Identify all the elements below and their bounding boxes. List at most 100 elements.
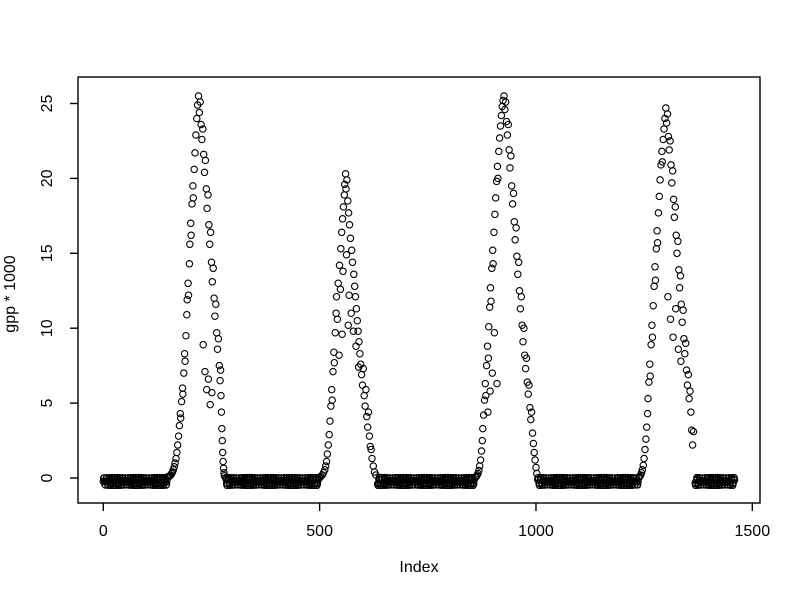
data-point: [524, 390, 532, 398]
data-point: [491, 194, 500, 202]
data-point: [208, 388, 216, 397]
data-point: [483, 342, 492, 350]
data-point: [658, 158, 667, 166]
data-point: [664, 292, 672, 301]
data-point: [212, 300, 220, 308]
data-point: [636, 472, 644, 481]
data-point: [730, 476, 739, 484]
data-point: [681, 339, 690, 347]
data-point: [204, 375, 213, 383]
y-axis: 0 5 10 15 20 25: [39, 95, 78, 482]
data-point: [676, 272, 685, 280]
data-point: [471, 473, 480, 482]
data-point: [352, 304, 361, 313]
data-point: [337, 245, 345, 253]
data-point: [639, 461, 648, 470]
data-point: [180, 349, 189, 358]
data-point: [327, 402, 335, 410]
data-point: [643, 409, 652, 418]
data-point: [183, 295, 191, 304]
data-point: [215, 361, 224, 370]
data-point: [330, 358, 339, 367]
data-point: [331, 328, 339, 337]
data-points: [99, 92, 739, 490]
data-point: [488, 369, 497, 377]
data-point: [663, 110, 672, 118]
data-point: [476, 456, 485, 464]
data-point: [469, 480, 478, 488]
data-point: [342, 185, 350, 193]
data-point: [213, 345, 222, 353]
data-point: [183, 310, 191, 319]
data-point: [199, 340, 207, 349]
data-point: [655, 192, 664, 201]
data-point: [356, 349, 364, 358]
data-point: [365, 432, 374, 440]
data-point: [475, 462, 484, 470]
data-point: [198, 135, 206, 144]
data-point: [638, 466, 647, 474]
data-point: [327, 385, 336, 394]
data-point: [338, 215, 347, 223]
data-point: [350, 270, 358, 279]
data-point: [686, 387, 694, 395]
data-point: [366, 442, 375, 451]
data-point: [648, 321, 656, 329]
data-point: [650, 282, 658, 291]
x-axis: 0 500 1000 1500: [99, 503, 770, 540]
data-point: [197, 120, 205, 129]
data-point: [344, 209, 353, 217]
data-point: [219, 464, 228, 473]
data-point: [687, 408, 695, 416]
data-point: [332, 292, 341, 301]
data-point: [206, 400, 214, 409]
data-point: [509, 189, 518, 198]
data-point: [662, 119, 671, 127]
data-point: [171, 459, 179, 467]
data-point: [664, 132, 673, 141]
data-point: [493, 162, 502, 171]
data-point: [640, 454, 648, 463]
data-point: [180, 369, 188, 377]
data-point: [188, 200, 196, 208]
data-point: [637, 469, 646, 477]
data-point: [360, 391, 368, 400]
data-point: [505, 146, 513, 154]
data-point: [345, 291, 353, 299]
data-point: [514, 270, 522, 279]
x-tick-label: 0: [99, 523, 108, 540]
data-point: [186, 240, 194, 249]
data-point: [487, 297, 495, 305]
data-point: [486, 387, 494, 395]
data-point: [642, 435, 650, 443]
data-point: [645, 378, 653, 386]
data-point: [528, 429, 537, 437]
data-point: [646, 372, 654, 380]
data-point: [179, 390, 187, 398]
data-point: [348, 258, 357, 267]
data-point: [338, 330, 346, 338]
data-point: [218, 448, 227, 457]
data-point: [672, 231, 680, 240]
data-point: [194, 92, 203, 100]
data-point: [363, 423, 372, 431]
data-point: [674, 237, 682, 246]
data-point: [677, 300, 686, 308]
data-point: [644, 394, 652, 403]
y-tick-label: 0: [39, 473, 56, 482]
data-point: [349, 327, 358, 335]
data-point: [191, 149, 199, 157]
data-point: [201, 156, 210, 165]
data-point: [478, 436, 487, 445]
data-point: [682, 366, 691, 374]
data-point: [666, 137, 674, 145]
data-point: [662, 104, 670, 112]
data-point: [482, 391, 490, 400]
data-point: [649, 301, 657, 310]
data-point: [199, 125, 207, 133]
data-point: [521, 364, 530, 373]
data-point: [185, 260, 194, 268]
data-point: [341, 170, 350, 178]
data-point: [357, 370, 366, 379]
